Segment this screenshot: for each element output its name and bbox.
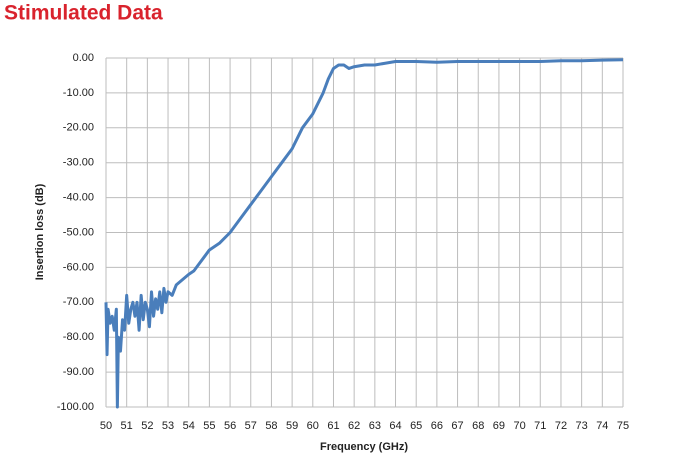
x-tick-label: 62: [348, 420, 360, 432]
y-tick-label: -10.00: [63, 87, 94, 99]
x-tick-label: 58: [265, 420, 277, 432]
y-tick-label: 0.00: [73, 52, 94, 64]
x-tick-label: 75: [617, 420, 629, 432]
x-tick-label: 57: [245, 420, 257, 432]
y-tick-label: -20.00: [63, 122, 94, 134]
x-tick-label: 69: [493, 420, 505, 432]
x-tick-label: 66: [431, 420, 443, 432]
x-tick-label: 73: [576, 420, 588, 432]
x-tick-label: 53: [162, 420, 174, 432]
x-tick-label: 61: [327, 420, 339, 432]
y-tick-label: -80.00: [63, 331, 94, 343]
x-tick-label: 52: [141, 420, 153, 432]
x-tick-label: 55: [203, 420, 215, 432]
x-tick-label: 59: [286, 420, 298, 432]
x-tick-label: 60: [307, 420, 319, 432]
x-tick-label: 74: [596, 420, 608, 432]
x-tick-label: 65: [410, 420, 422, 432]
x-tick-label: 70: [513, 420, 525, 432]
x-tick-label: 50: [100, 420, 112, 432]
y-tick-label: -40.00: [63, 192, 94, 204]
x-tick-label: 71: [534, 420, 546, 432]
data-line: [104, 58, 624, 409]
y-tick-label: -60.00: [63, 261, 94, 273]
y-tick-label: -70.00: [63, 296, 94, 308]
chart-title: Stimulated Data: [4, 2, 163, 25]
y-tick-label: -100.00: [57, 401, 94, 413]
x-axis-title: Frequency (GHz): [320, 441, 408, 453]
y-tick-label: -90.00: [63, 366, 94, 378]
x-tick-label: 67: [451, 420, 463, 432]
x-tick-label: 51: [121, 420, 133, 432]
x-tick-label: 56: [224, 420, 236, 432]
x-tick-label: 54: [183, 420, 195, 432]
y-tick-label: -50.00: [63, 226, 94, 238]
x-tick-label: 72: [555, 420, 567, 432]
x-tick-label: 68: [472, 420, 484, 432]
x-tick-label: 63: [369, 420, 381, 432]
x-tick-label: 64: [389, 420, 401, 432]
y-tick-label: -30.00: [63, 157, 94, 169]
y-axis-title: Insertion loss (dB): [34, 183, 46, 280]
